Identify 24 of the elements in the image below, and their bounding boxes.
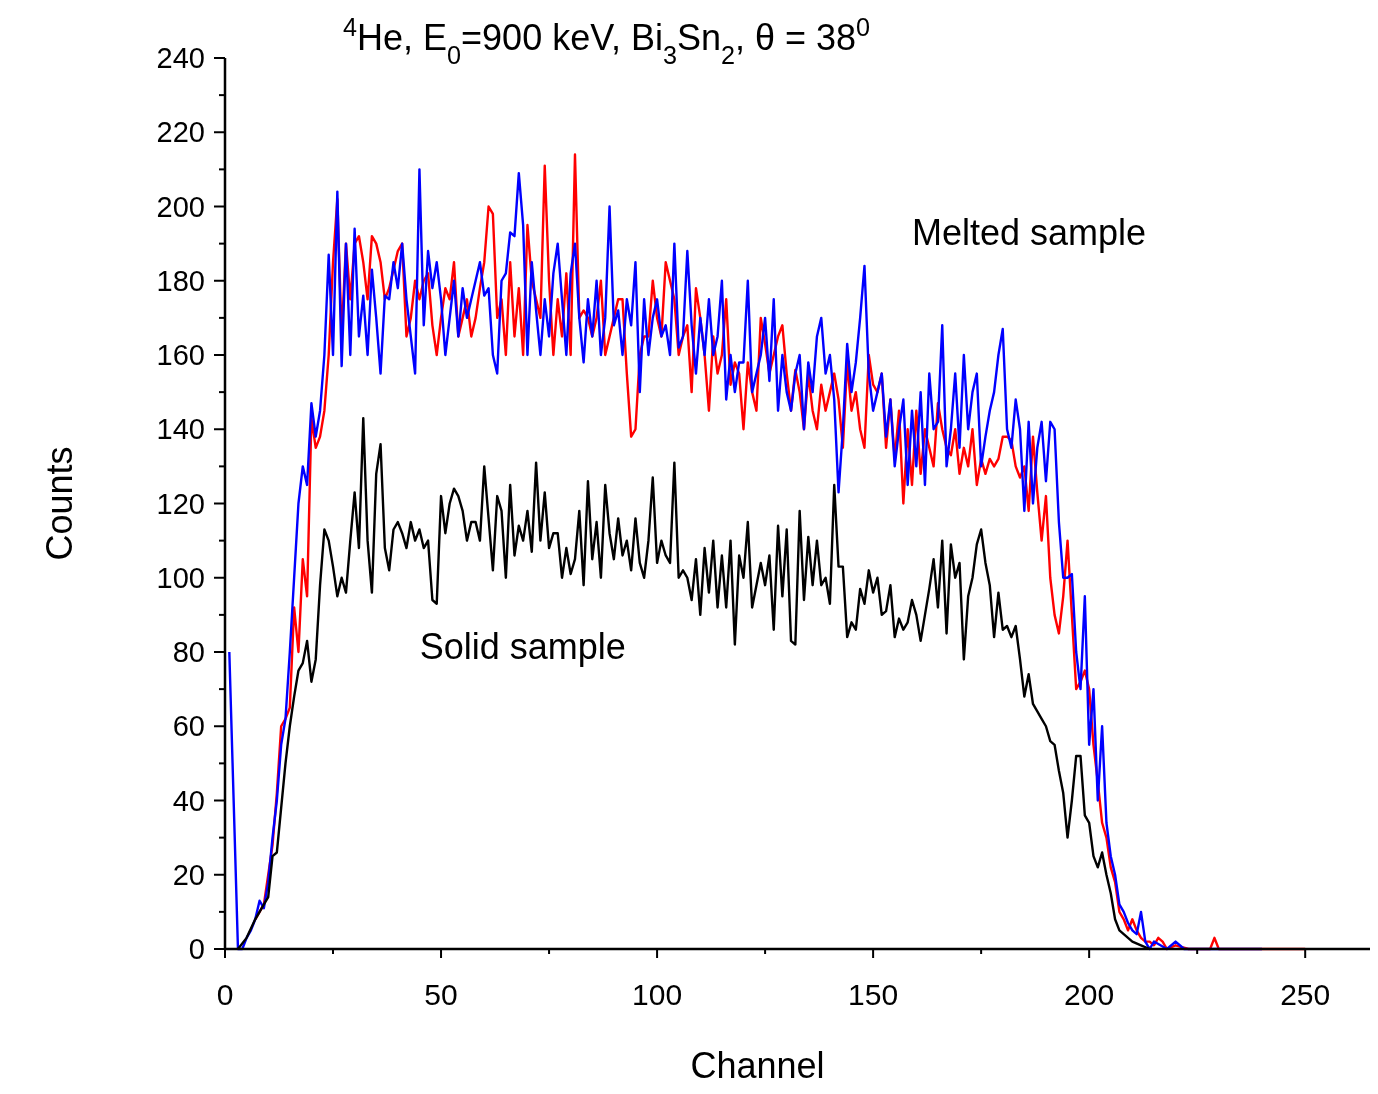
y-tick-label: 20 xyxy=(172,858,205,891)
y-tick-label: 200 xyxy=(156,190,205,223)
x-tick-label: 50 xyxy=(424,978,458,1011)
x-axis-title: Channel xyxy=(690,1045,825,1086)
y-tick-label: 100 xyxy=(156,561,205,594)
x-tick-label: 250 xyxy=(1280,978,1331,1011)
y-tick-label: 80 xyxy=(172,636,205,668)
y-tick-label: 160 xyxy=(156,339,205,371)
x-tick-label: 150 xyxy=(848,978,899,1011)
y-tick-label: 140 xyxy=(156,413,205,446)
y-tick-label: 60 xyxy=(172,710,205,743)
y-tick-label: 0 xyxy=(188,933,205,965)
x-tick-label: 100 xyxy=(632,978,683,1011)
annotation: Melted sample xyxy=(912,212,1147,254)
x-tick-label: 0 xyxy=(216,978,234,1011)
x-tick-label: 200 xyxy=(1064,978,1115,1011)
y-tick-label: 120 xyxy=(156,487,205,520)
chart-title: $^{4}$He, E$_{0}$=900 keV, Bi$_{3}$Sn$_{2}$, θ = 38$^{0}$ xyxy=(343,13,871,69)
annotation: Solid sample xyxy=(419,626,626,668)
y-axis-title: Counts xyxy=(39,446,80,561)
y-tick-label: 40 xyxy=(172,784,205,817)
y-tick-label: 180 xyxy=(156,264,205,297)
y-tick-label: 240 xyxy=(156,42,205,74)
y-tick-label: 220 xyxy=(156,116,205,149)
